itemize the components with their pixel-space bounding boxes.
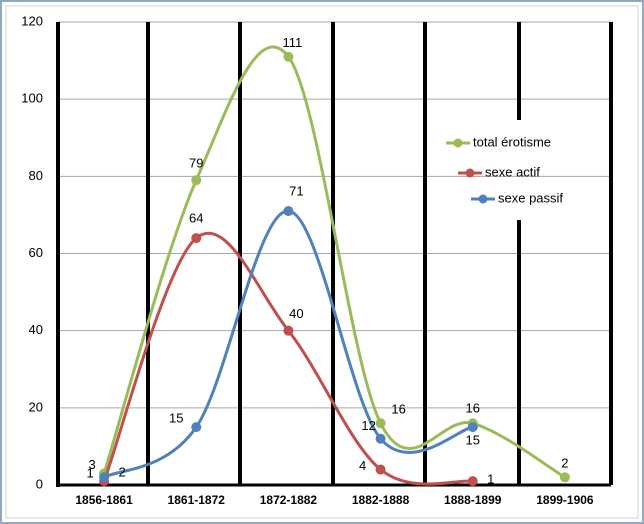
- data-point: [559, 472, 570, 483]
- x-tick-label: 1882-1888: [352, 493, 410, 507]
- data-point: [375, 433, 386, 444]
- series-line: [102, 45, 566, 479]
- data-point: [467, 422, 478, 433]
- x-tick-label: 1899-1906: [536, 493, 594, 507]
- chart-frame: [5, 5, 639, 519]
- x-tick-label: 1872-1882: [260, 493, 318, 507]
- data-point: [283, 51, 294, 62]
- data-label: 16: [466, 401, 480, 416]
- legend-marker: [465, 168, 475, 178]
- x-tick-label: 1861-1872: [168, 493, 226, 507]
- data-label: 15: [466, 433, 480, 448]
- data-label: 64: [189, 211, 203, 226]
- band-separators: [56, 22, 613, 487]
- series-line: [102, 231, 473, 486]
- data-point: [375, 464, 386, 475]
- y-tick-label: 120: [21, 13, 43, 28]
- y-tick-label: 60: [29, 245, 43, 260]
- x-tick-label: 1888-1899: [444, 493, 502, 507]
- data-label: 3: [88, 457, 95, 472]
- data-label: 15: [169, 411, 183, 426]
- legend-label: total érotisme: [473, 134, 551, 149]
- legend-label: sexe passif: [498, 190, 563, 205]
- data-label: 16: [391, 402, 405, 417]
- data-label: 111: [283, 35, 303, 50]
- legend-label: sexe actif: [485, 164, 540, 179]
- data-point: [191, 175, 202, 186]
- data-point: [283, 206, 294, 217]
- data-point: [467, 476, 478, 487]
- data-label: 12: [361, 418, 375, 433]
- data-label: 71: [289, 183, 303, 198]
- data-point: [283, 325, 294, 336]
- data-label: 1: [487, 472, 494, 487]
- y-tick-label: 20: [29, 399, 43, 414]
- data-point: [99, 472, 110, 483]
- data-label: 40: [289, 306, 303, 321]
- legend-marker: [453, 138, 463, 148]
- y-tick-label: 80: [29, 168, 43, 183]
- data-label: 2: [118, 465, 125, 480]
- data-label: 2: [561, 456, 568, 471]
- legend-marker: [478, 194, 488, 204]
- y-tick-label: 40: [29, 322, 43, 337]
- y-tick-label: 0: [36, 476, 43, 491]
- data-point: [191, 422, 202, 433]
- data-label: 79: [189, 156, 203, 171]
- data-label: 4: [359, 458, 366, 473]
- data-point: [375, 418, 386, 429]
- data-label: 1: [86, 466, 93, 481]
- x-tick-label: 1856-1861: [75, 493, 133, 507]
- y-tick-label: 100: [21, 91, 43, 106]
- data-point: [191, 233, 202, 244]
